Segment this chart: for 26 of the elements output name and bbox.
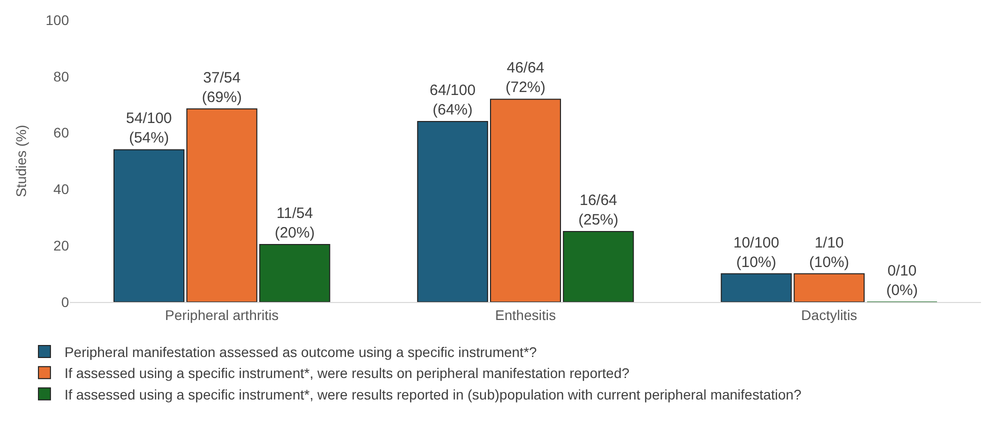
y-tick-label: 40 — [53, 181, 70, 198]
data-label: 54/100 (54%) — [126, 110, 172, 147]
y-tick-label: 20 — [53, 238, 70, 254]
y-tick-label: 100 — [46, 12, 70, 28]
y-tick-label: 80 — [53, 68, 70, 84]
x-tick-label: Peripheral arthritis — [165, 306, 279, 323]
data-label: 37/54 (69%) — [202, 69, 242, 106]
y-tick-label: 0 — [61, 294, 70, 310]
legend-label: If assessed using a specific instrument*, were results reported in (sub)population with current peripheral manifestation? — [64, 386, 802, 402]
y-axis-title: Studies (%) — [13, 124, 30, 198]
bar — [562, 231, 634, 302]
data-label: 0/10 (0%) — [886, 262, 918, 299]
legend-label: Peripheral manifestation assessed as outcome using a specific instrument*? — [64, 344, 538, 360]
x-tick-label: Dactylitis — [801, 306, 858, 323]
data-label: 64/100 (64%) — [430, 82, 476, 119]
data-label: 16/64 (25%) — [578, 192, 618, 228]
bar — [490, 98, 561, 302]
data-label: 46/64 (72%) — [505, 60, 546, 96]
data-label: 1/10 (10%) — [809, 234, 850, 271]
bar — [417, 121, 488, 302]
y-tick-label: 60 — [53, 124, 70, 141]
bar — [113, 149, 184, 302]
x-tick-label: Enthesitis — [495, 306, 556, 323]
legend-label: If assessed using a specific instrument*, were results on peripheral manifestation reported? — [64, 365, 630, 382]
data-label: 11/54 (20%) — [274, 204, 315, 242]
data-label: 10/100 (10%) — [733, 234, 780, 271]
